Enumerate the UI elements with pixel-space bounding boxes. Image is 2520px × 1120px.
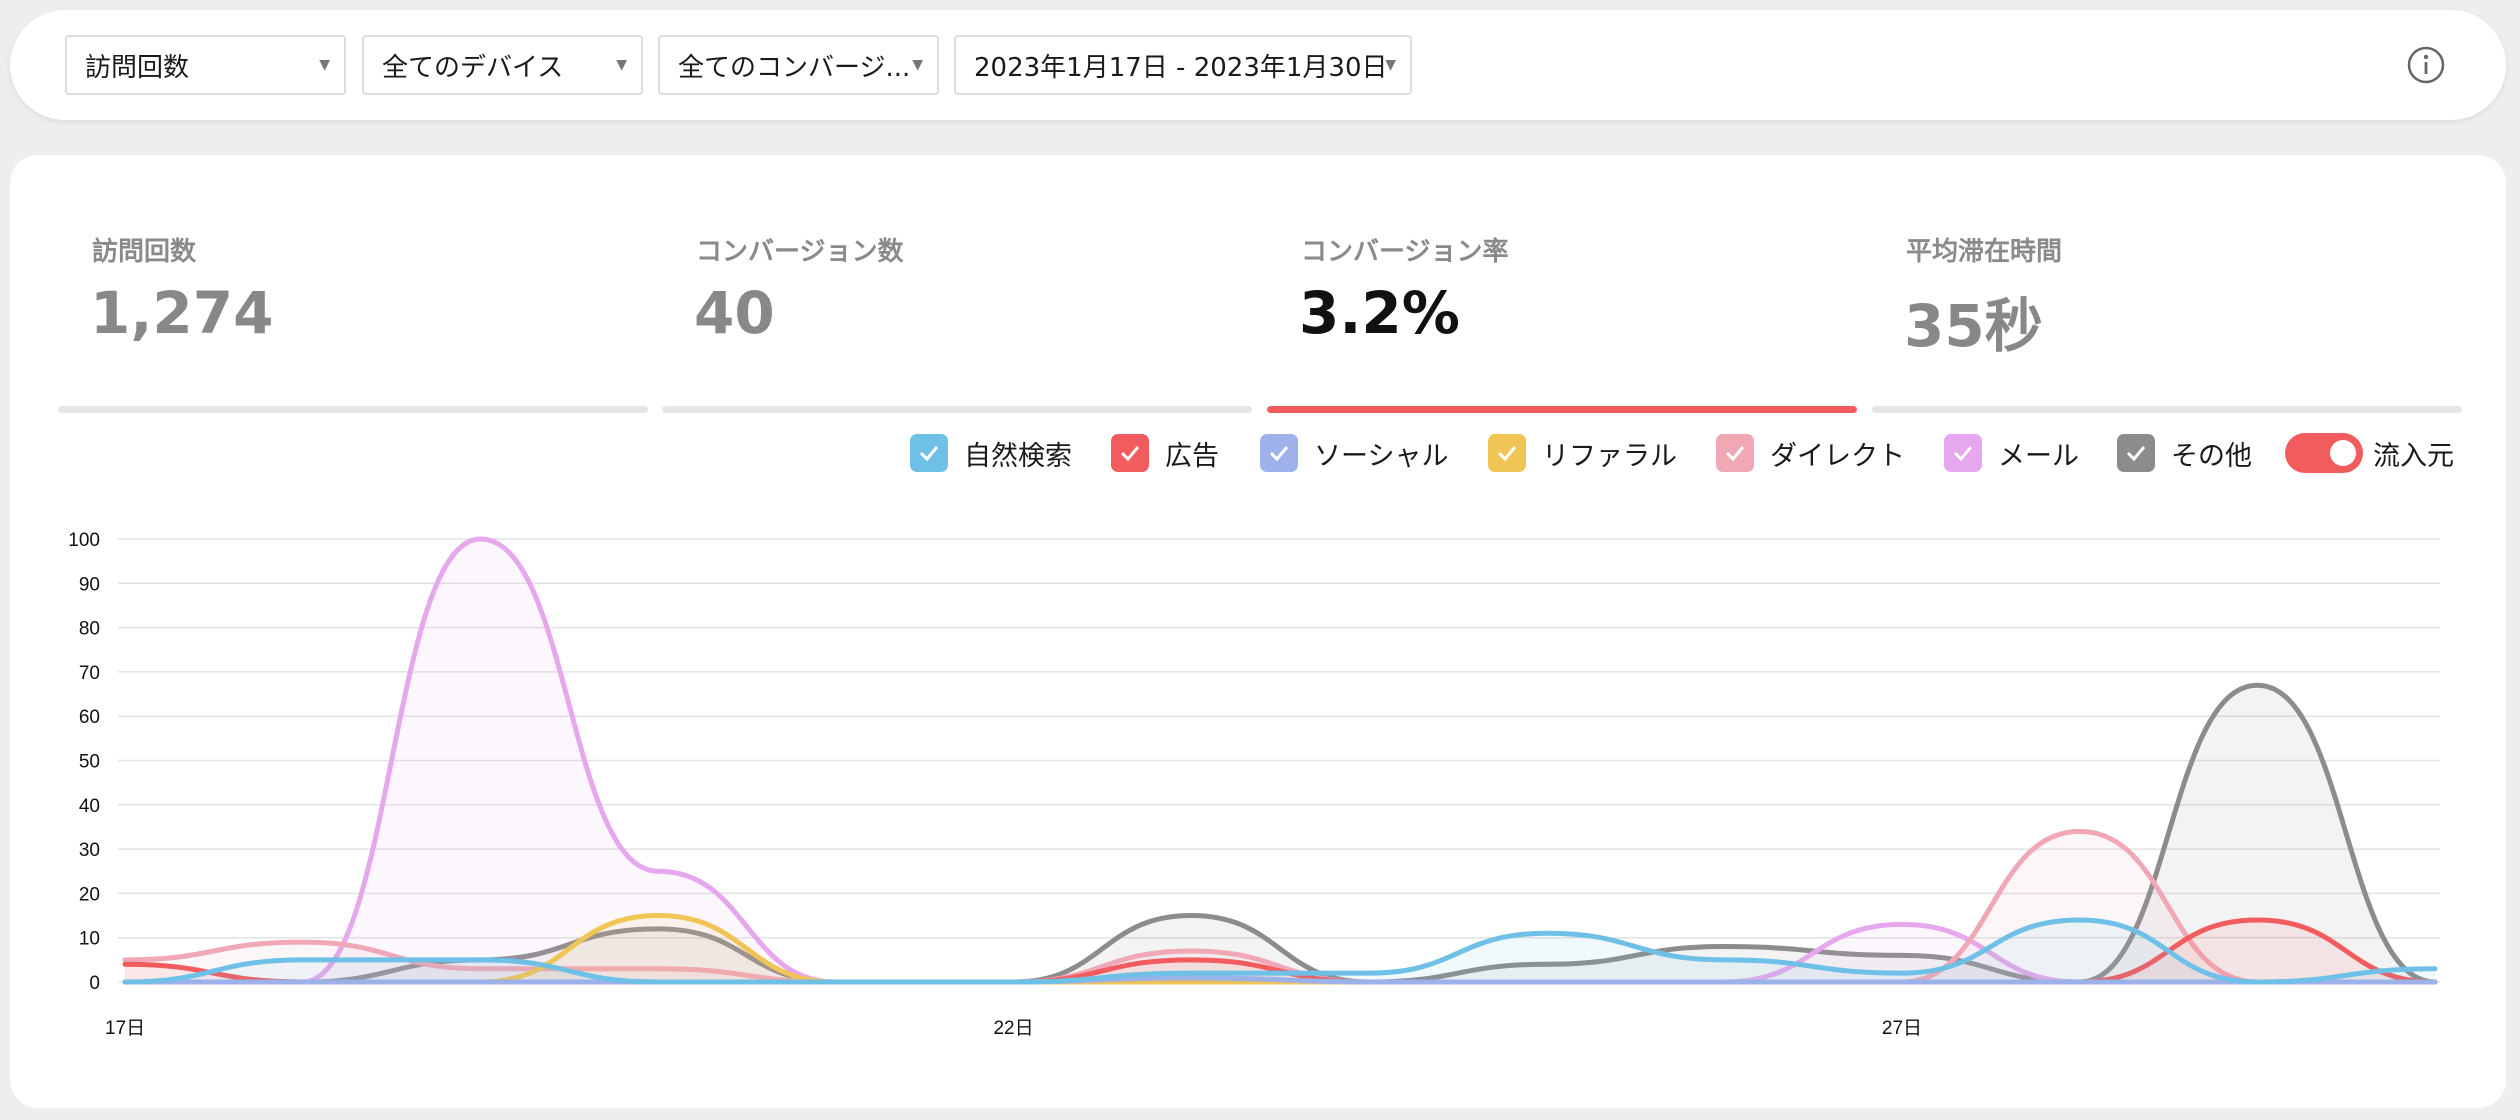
legend-label: その他 (2171, 440, 2252, 472)
y-tick-label: 90 (79, 574, 100, 595)
metric-select-value: 訪問回数 (85, 52, 190, 83)
legend-label: メール (1998, 440, 2079, 472)
caret-down-icon: ▼ (1385, 57, 1396, 73)
x-tick-label: 17日 (105, 1018, 145, 1039)
kpi-label: 平均滞在時間 (1906, 237, 2063, 267)
series-area (125, 831, 2435, 982)
y-tick-label: 20 (79, 884, 100, 905)
check-icon (1953, 446, 1973, 462)
kpi-value: 40 (694, 279, 775, 347)
check-icon (1269, 446, 1289, 462)
checkbox[interactable] (1716, 434, 1754, 472)
toggle-track[interactable] (2285, 433, 2363, 473)
filter-bar: 訪問回数 ▼ 全てのデバイス ▼ 全てのコンバージ... ▼ 2023年1月17… (10, 10, 2506, 120)
series-area (125, 915, 2435, 982)
caret-down-icon: ▼ (616, 57, 627, 73)
y-tick-label: 10 (79, 929, 100, 950)
kpi-visits[interactable]: 訪問回数 1,274 (58, 223, 648, 413)
legend-label: ダイレクト (1770, 440, 1905, 472)
legend-direct[interactable]: ダイレクト (1716, 433, 1905, 473)
legend-organic-search[interactable]: 自然検索 (910, 433, 1072, 473)
date-range-value: 2023年1月17日 - 2023年1月30日 (974, 52, 1388, 83)
toggle-knob (2330, 440, 2356, 466)
kpi-label: コンバージョン数 (696, 237, 904, 267)
checkbox[interactable] (1111, 434, 1149, 472)
analytics-card: 訪問回数 1,274 コンバージョン数 40 コンバージョン率 3.2% 平均滞… (10, 155, 2506, 1108)
kpi-underline-active (1267, 406, 1857, 413)
legend-referral[interactable]: リファラル (1488, 433, 1677, 473)
legend-label: リファラル (1542, 440, 1677, 472)
caret-down-icon: ▼ (912, 57, 923, 73)
series-area (125, 919, 2435, 982)
metric-select[interactable]: 訪問回数 ▼ (65, 35, 346, 95)
caret-down-icon: ▼ (319, 57, 330, 73)
kpi-underline (662, 406, 1252, 413)
y-tick-label: 80 (79, 619, 100, 640)
x-tick-label: 22日 (993, 1018, 1033, 1039)
x-tick-label: 27日 (1882, 1018, 1922, 1039)
y-tick-label: 0 (89, 973, 100, 994)
legend-social[interactable]: ソーシャル (1260, 433, 1448, 473)
kpi-underline (58, 406, 648, 413)
kpi-value: 35秒 (1904, 292, 2043, 360)
check-icon (1120, 446, 1140, 462)
legend-ads[interactable]: 広告 (1111, 433, 1219, 473)
series-line (122, 917, 2438, 985)
kpi-conversions[interactable]: コンバージョン数 40 (662, 223, 1252, 413)
check-icon (919, 446, 939, 462)
check-icon (1497, 446, 1517, 462)
kpi-value: 3.2% (1299, 279, 1460, 347)
device-select-value: 全てのデバイス (382, 52, 564, 83)
series-area (125, 919, 2435, 982)
y-tick-label: 40 (79, 796, 100, 817)
y-tick-label: 30 (79, 840, 100, 861)
kpi-conversion-rate[interactable]: コンバージョン率 3.2% (1267, 223, 1857, 413)
legend-label: 自然検索 (964, 440, 1072, 472)
kpi-label: コンバージョン率 (1301, 237, 1509, 267)
device-select[interactable]: 全てのデバイス ▼ (362, 35, 643, 95)
conversion-select-value: 全てのコンバージ... (678, 52, 911, 83)
kpi-value: 1,274 (90, 279, 274, 347)
series-area (125, 539, 2435, 982)
y-tick-label: 100 (68, 530, 100, 551)
checkbox[interactable] (1488, 434, 1526, 472)
kpi-underline (1872, 406, 2462, 413)
kpi-label: 訪問回数 (92, 237, 197, 267)
info-circle-icon[interactable] (2405, 44, 2447, 86)
y-tick-label: 70 (79, 663, 100, 684)
legend-label: 広告 (1165, 440, 1219, 472)
legend-email[interactable]: メール (1944, 433, 2079, 473)
legend-label: ソーシャル (1314, 440, 1449, 472)
check-icon (2126, 446, 2146, 462)
toggle-label: 流入元 (2373, 440, 2454, 472)
y-tick-label: 50 (79, 752, 100, 773)
series-area (125, 685, 2435, 982)
conversion-select[interactable]: 全てのコンバージ... ▼ (658, 35, 939, 95)
series-line (122, 975, 2438, 985)
legend-other[interactable]: その他 (2117, 433, 2252, 473)
traffic-source-toggle[interactable]: 流入元 (2285, 433, 2454, 473)
y-tick-label: 60 (79, 707, 100, 728)
checkbox[interactable] (2117, 434, 2155, 472)
date-range-select[interactable]: 2023年1月17日 - 2023年1月30日 ▼ (954, 35, 1412, 95)
checkbox[interactable] (1944, 434, 1982, 472)
checkbox[interactable] (910, 434, 948, 472)
kpi-avg-duration[interactable]: 平均滞在時間 35秒 (1872, 223, 2462, 413)
check-icon (1725, 446, 1745, 462)
checkbox[interactable] (1260, 434, 1298, 472)
traffic-chart: 0 10 20 30 40 50 60 70 80 90 100 17日 22日 27日 (68, 530, 2440, 1039)
